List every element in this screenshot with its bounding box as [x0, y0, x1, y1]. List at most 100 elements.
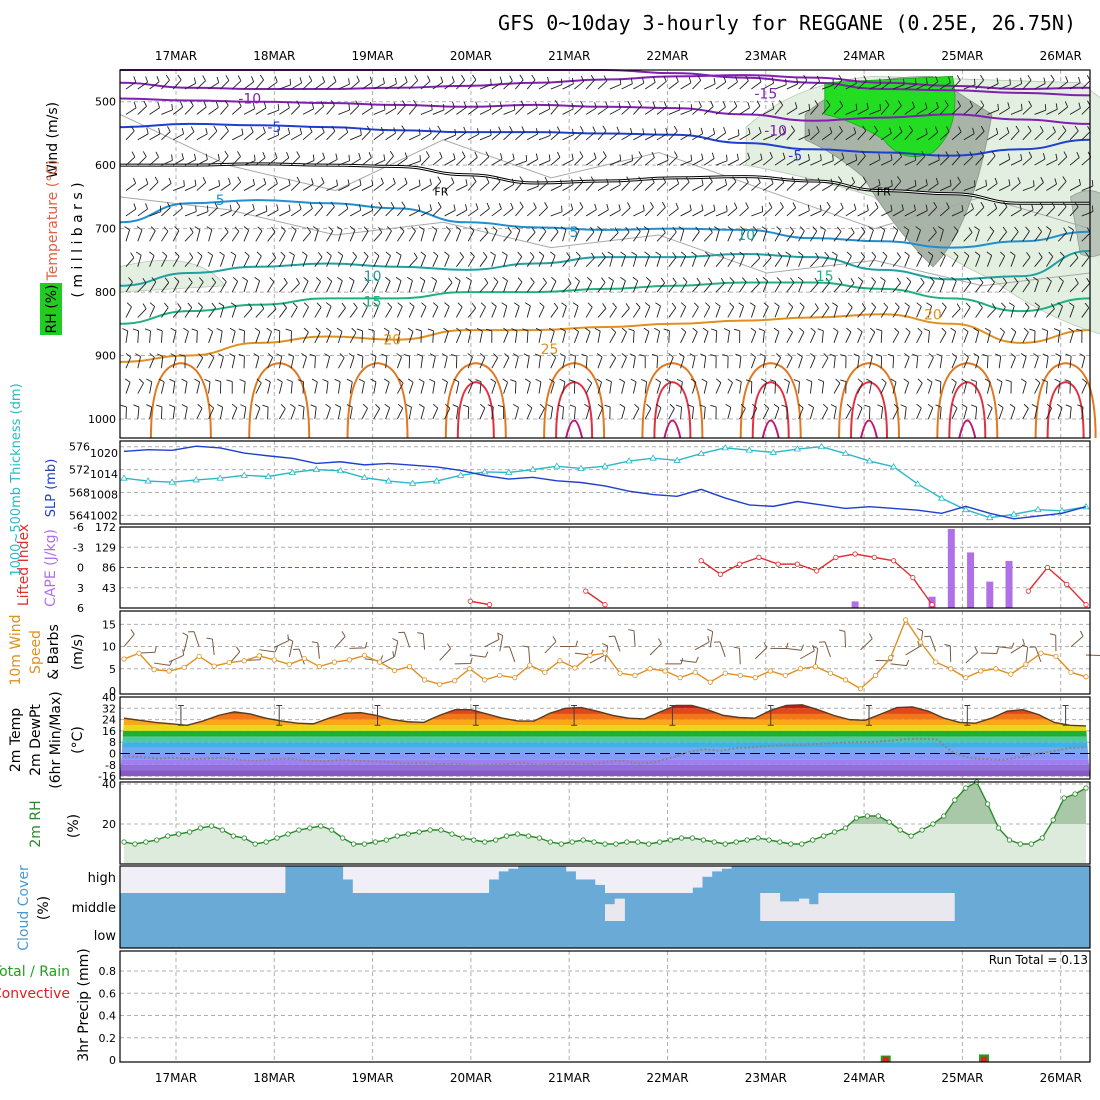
- surface-wind-barb: [713, 641, 726, 658]
- cloud-high-clear: [217, 866, 228, 893]
- wind-barb: [208, 76, 220, 90]
- wind-barb: [357, 353, 364, 369]
- cloud-axis-title: Cloud Cover: [16, 865, 32, 951]
- wind-barb: [361, 403, 368, 420]
- wind-barb: [420, 103, 433, 115]
- wind-barb: [644, 128, 657, 141]
- isotherm-line: [119, 313, 1091, 363]
- wind-barb: [668, 226, 677, 242]
- date-label-bottom: 17MAR: [155, 1071, 197, 1085]
- rh-series-marker: [186, 829, 193, 835]
- rh-series-marker: [296, 827, 302, 833]
- wind-barb: [727, 202, 738, 217]
- cloud-high-clear: [478, 866, 490, 893]
- cloud-high-clear: [420, 866, 431, 893]
- wind-barb: [810, 277, 819, 293]
- wind-barb: [656, 127, 668, 141]
- wind-barb: [255, 126, 266, 141]
- wind-barb: [220, 226, 229, 242]
- wind-barb: [773, 327, 780, 343]
- wind-speed-series-marker: [662, 668, 668, 674]
- rh-shade-left: [119, 259, 226, 293]
- rh-series-marker: [416, 829, 422, 835]
- wind-barb: [1057, 151, 1068, 166]
- wind-barb: [1020, 353, 1027, 369]
- wind-barb: [1056, 403, 1063, 420]
- wind-barb: [857, 125, 867, 141]
- rh-series-marker: [963, 785, 969, 791]
- wind-barb: [172, 127, 185, 141]
- wind-barb: [196, 251, 203, 267]
- wind-speed-series-marker: [647, 666, 653, 672]
- wind-barb: [699, 404, 706, 420]
- temp-unit-axis-title: (°C): [70, 726, 86, 754]
- wind-barb: [916, 77, 928, 90]
- surface-wind-barb: [469, 651, 489, 658]
- isotherm-line: [119, 122, 1091, 157]
- cloud-high-clear: [197, 866, 208, 893]
- thickness-series-marker: [384, 477, 393, 484]
- wind-speed-series-marker: [482, 677, 488, 683]
- wind-barb: [267, 252, 277, 267]
- wind-barb: [869, 78, 881, 90]
- rh-series-marker: [449, 831, 455, 837]
- wind-barb: [715, 154, 728, 166]
- wind-barb: [585, 176, 595, 191]
- wind-barb: [125, 101, 137, 115]
- lifted-index-series-marker: [756, 554, 762, 560]
- wind-barb: [290, 278, 300, 293]
- wind-barb: [1057, 251, 1065, 267]
- wind-barb: [692, 127, 704, 141]
- wind-barb: [727, 176, 737, 191]
- wind-barb: [774, 176, 785, 191]
- wind-barb: [643, 327, 650, 343]
- wind-barb: [892, 151, 903, 166]
- wind-speed-series-marker: [572, 665, 578, 671]
- temperature-axis-title: Temperature (°C): [45, 160, 61, 282]
- wind-barb: [692, 179, 704, 191]
- wind-speed-series-marker: [1038, 650, 1044, 656]
- wind-barb: [998, 153, 1011, 166]
- wind-barb: [243, 178, 255, 191]
- wind-barb: [739, 226, 746, 242]
- wind-barb: [655, 378, 662, 394]
- rh-series-marker: [438, 827, 444, 833]
- surface-wind-panel: [121, 617, 1100, 692]
- wind-speed-series-marker: [422, 677, 428, 683]
- wind-barb: [243, 203, 255, 217]
- wind-barb: [798, 204, 810, 217]
- wind-barb: [715, 378, 722, 394]
- wind-barb: [170, 327, 177, 343]
- wind-barb: [608, 276, 614, 293]
- wind-barb: [161, 277, 170, 293]
- wind-barb: [880, 251, 888, 267]
- dewpoint-series: [123, 737, 1087, 767]
- wind-barb: [158, 378, 165, 394]
- wind-barb: [774, 277, 782, 293]
- wind-barb: [810, 252, 819, 267]
- wind-barb: [810, 75, 821, 90]
- wind-barb: [125, 203, 137, 217]
- wind-barb: [302, 102, 315, 115]
- rh-series-marker: [700, 837, 706, 843]
- surface-wind-barb: [785, 644, 805, 651]
- wind-barb: [361, 102, 373, 115]
- wind-barb: [629, 353, 636, 369]
- y-tick-label: 40: [102, 691, 116, 704]
- wind-barb: [432, 103, 445, 115]
- wind-barb: [1057, 101, 1069, 115]
- wind-barb: [573, 226, 580, 242]
- wind-barb: [675, 404, 683, 420]
- wind-barb: [503, 353, 510, 369]
- wind-speed-axis-title-1: 10m Wind: [8, 614, 24, 685]
- surface-wind-barb: [1010, 638, 1025, 654]
- cape-axis-title: CAPE (J/kg): [43, 529, 59, 607]
- wind-barb: [442, 378, 448, 394]
- wind-barb: [479, 403, 486, 420]
- wind-barb: [845, 77, 857, 90]
- bl-isotherm-magenta: [860, 419, 878, 439]
- wind-barb: [409, 155, 421, 166]
- wind-barb: [562, 203, 574, 217]
- wind-barb: [710, 328, 718, 343]
- wind-barb: [574, 75, 585, 90]
